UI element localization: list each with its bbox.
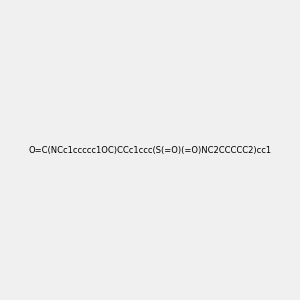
Text: O=C(NCc1ccccc1OC)CCc1ccc(S(=O)(=O)NC2CCCCC2)cc1: O=C(NCc1ccccc1OC)CCc1ccc(S(=O)(=O)NC2CCC… [28, 146, 272, 154]
